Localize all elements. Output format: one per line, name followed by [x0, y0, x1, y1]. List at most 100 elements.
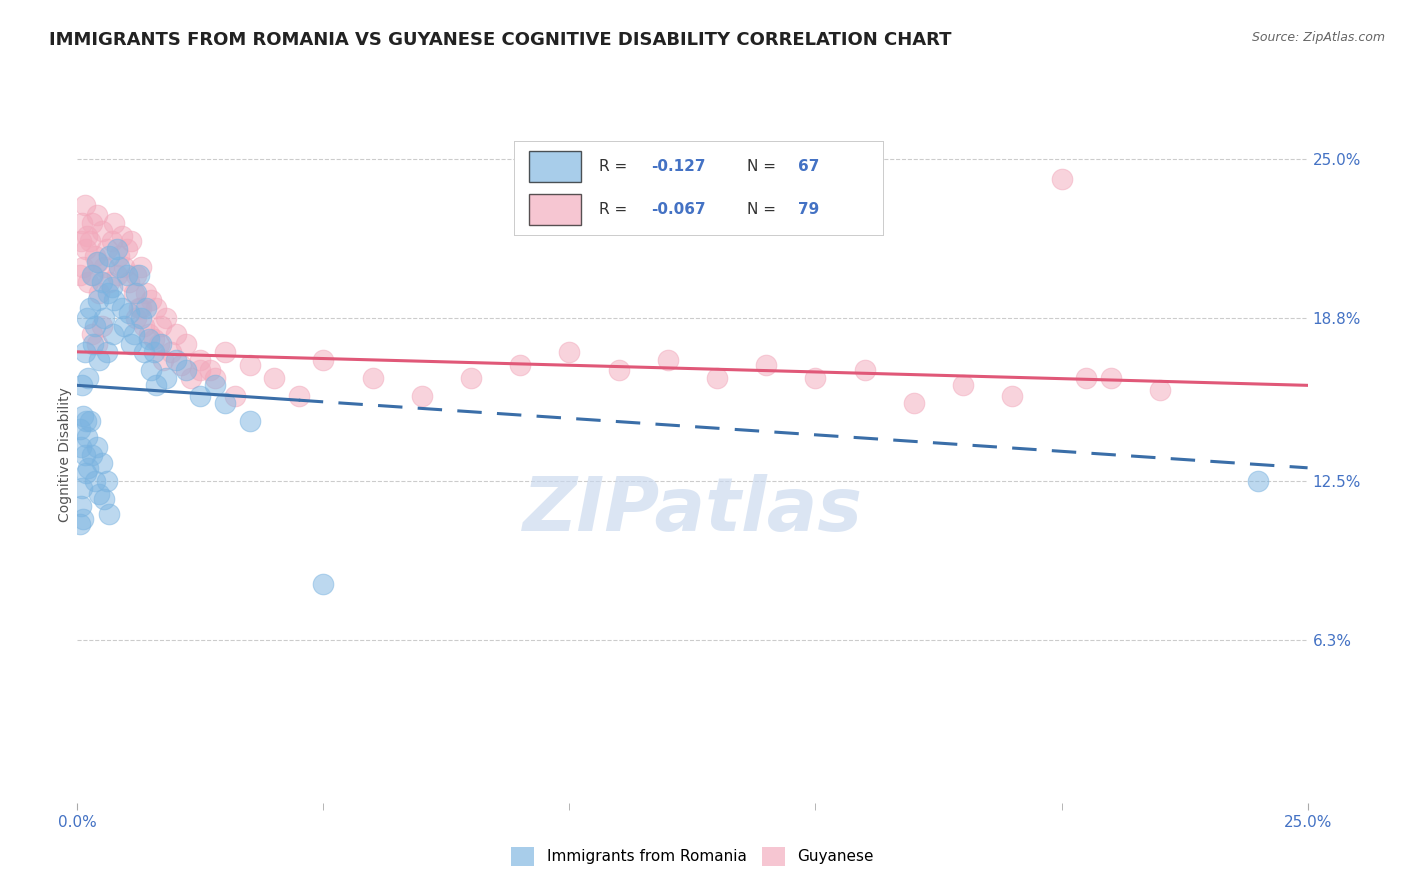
Point [98, 507, 121, 521]
Point [150, 337, 173, 351]
Point [706, 370, 728, 384]
Point [131, 301, 153, 315]
Point [98, 250, 121, 264]
Point [82, 268, 104, 282]
Point [170, 358, 193, 372]
Point [214, 344, 236, 359]
Point [138, 332, 160, 346]
Point [558, 344, 581, 359]
Point [86, 337, 108, 351]
Point [96, 242, 118, 256]
Point [75, 414, 97, 428]
Point [105, 268, 128, 282]
Point [76, 430, 98, 444]
Point [122, 285, 145, 300]
Point [1050, 172, 1073, 186]
Point [70, 216, 93, 230]
Point [89, 352, 111, 367]
Point [87, 254, 110, 268]
Point [1099, 370, 1122, 384]
Point [82, 337, 104, 351]
Point [79, 301, 101, 315]
Point [108, 250, 131, 264]
Text: 79: 79 [799, 202, 820, 217]
Point [89, 285, 111, 300]
Point [72, 409, 94, 424]
Point [90, 224, 114, 238]
Text: R =: R = [599, 202, 633, 217]
Point [141, 363, 163, 377]
Text: N =: N = [747, 202, 780, 217]
Point [93, 311, 115, 326]
Point [239, 414, 262, 428]
Point [411, 389, 433, 403]
Point [952, 378, 974, 392]
Point [90, 319, 114, 334]
Text: 67: 67 [799, 159, 820, 174]
Y-axis label: Cognitive Disability: Cognitive Disability [58, 387, 72, 523]
Point [77, 460, 100, 475]
Point [1001, 389, 1024, 403]
Text: -0.067: -0.067 [651, 202, 706, 217]
Point [72, 512, 94, 526]
Point [152, 352, 174, 367]
Point [148, 337, 170, 351]
Point [115, 242, 138, 256]
Point [87, 293, 110, 308]
Point [125, 285, 148, 300]
Point [125, 311, 148, 326]
Point [79, 414, 101, 428]
Point [72, 260, 94, 274]
Point [103, 293, 125, 308]
Point [77, 370, 100, 384]
Point [150, 319, 173, 334]
Text: -0.127: -0.127 [651, 159, 706, 174]
Point [132, 344, 155, 359]
Point [190, 389, 212, 403]
Point [83, 250, 105, 264]
Point [112, 260, 135, 274]
Point [288, 389, 311, 403]
Point [141, 293, 163, 308]
Point [112, 319, 135, 334]
Point [105, 242, 128, 256]
Point [97, 285, 120, 300]
Point [607, 363, 630, 377]
Point [361, 370, 384, 384]
FancyBboxPatch shape [529, 151, 581, 182]
Point [86, 208, 108, 222]
Point [111, 228, 134, 243]
Point [204, 378, 226, 392]
Point [132, 319, 155, 334]
Point [69, 268, 91, 282]
Text: R =: R = [599, 159, 633, 174]
Point [118, 306, 141, 320]
Point [1076, 370, 1098, 384]
Point [903, 396, 925, 410]
Point [135, 285, 157, 300]
Point [75, 466, 97, 480]
Point [214, 396, 236, 410]
Legend: Immigrants from Romania, Guyanese: Immigrants from Romania, Guyanese [505, 841, 880, 871]
Point [155, 370, 177, 384]
Point [115, 268, 138, 282]
Point [128, 301, 150, 315]
Point [145, 301, 167, 315]
Point [142, 344, 165, 359]
Point [239, 358, 262, 372]
Point [76, 311, 98, 326]
FancyBboxPatch shape [529, 194, 581, 226]
Point [103, 216, 125, 230]
Point [131, 260, 153, 274]
Point [460, 370, 482, 384]
Point [98, 275, 121, 289]
Point [93, 260, 115, 274]
Point [131, 311, 153, 326]
Point [86, 254, 108, 268]
Point [101, 280, 124, 294]
Point [180, 370, 202, 384]
Point [75, 242, 97, 256]
Point [135, 301, 157, 315]
Point [174, 363, 197, 377]
Point [174, 337, 197, 351]
